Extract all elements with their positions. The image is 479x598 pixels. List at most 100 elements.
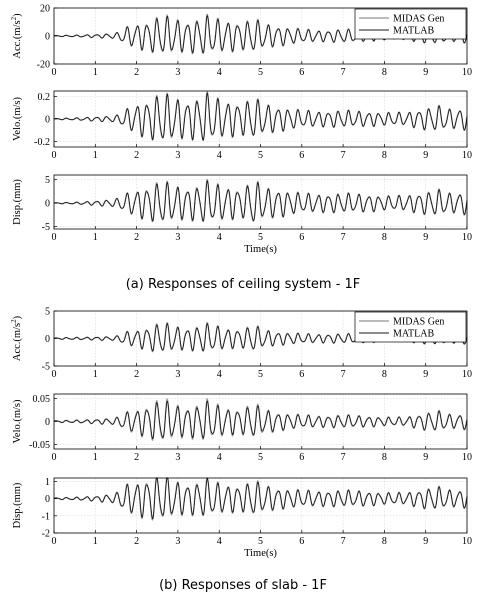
series-matlab-line (53, 92, 468, 141)
x-tick-label: 1 (93, 536, 98, 547)
x-tick-label: 8 (382, 369, 387, 380)
x-tick-label: 0 (52, 150, 57, 161)
x-tick-label: 0 (52, 369, 57, 380)
y-axis-label: Disp.(mm) (12, 179, 23, 225)
legend-entry: MIDAS Gen (393, 317, 444, 328)
y-tick-label: -0.05 (29, 440, 50, 451)
y-axis-label: Disp.(mm) (12, 482, 23, 528)
x-tick-label: 1 (93, 232, 98, 243)
y-axis-label: Velo.(m/s) (12, 399, 23, 444)
y-tick-label: 1 (45, 477, 50, 488)
y-tick-label: 20 (40, 4, 50, 15)
x-tick-label: 9 (423, 232, 428, 243)
y-tick-label: 0 (45, 334, 50, 345)
y-axis-label: Velo.(m/s) (12, 96, 23, 141)
x-tick-label: 10 (462, 369, 472, 380)
x-tick-label: 6 (299, 67, 304, 78)
x-tick-label: 6 (299, 150, 304, 161)
y-tick-label: 0.05 (33, 394, 51, 405)
series-matlab-line (53, 400, 468, 440)
series-matlab-line (53, 180, 468, 222)
x-tick-label: 3 (175, 536, 180, 547)
x-tick-label: 8 (382, 452, 387, 463)
x-tick-label: 7 (341, 452, 346, 463)
y-tick-label: -20 (37, 60, 50, 71)
y-tick-label: 5 (45, 175, 50, 186)
y-tick-label: -5 (42, 222, 50, 233)
y-tick-label: 0 (45, 417, 50, 428)
y-tick-label: -2 (42, 529, 50, 540)
x-tick-label: 3 (175, 452, 180, 463)
x-tick-label: 8 (382, 536, 387, 547)
x-tick-label: 8 (382, 67, 387, 78)
x-tick-label: 6 (299, 369, 304, 380)
x-tick-label: 4 (217, 67, 222, 78)
x-tick-label: 3 (175, 150, 180, 161)
y-tick-label: -1 (42, 511, 50, 522)
x-tick-label: 2 (134, 232, 139, 243)
x-tick-label: 8 (382, 232, 387, 243)
x-tick-label: 1 (93, 369, 98, 380)
x-tick-label: 10 (462, 452, 472, 463)
series-matlab-line (53, 477, 468, 520)
y-tick-label: 5 (45, 307, 50, 318)
y-axis-label: Acc.(m/s2) (10, 13, 23, 59)
x-tick-label: 4 (217, 232, 222, 243)
x-tick-label: 2 (134, 452, 139, 463)
x-tick-label: 5 (258, 67, 263, 78)
x-tick-label: 9 (423, 369, 428, 380)
x-tick-label: 0 (52, 67, 57, 78)
caption-b: (b) Responses of slab - 1F (159, 578, 327, 593)
x-tick-label: 3 (175, 67, 180, 78)
x-tick-label: 3 (175, 369, 180, 380)
y-tick-label: 0.2 (38, 92, 51, 103)
x-tick-label: 2 (134, 369, 139, 380)
y-tick-label: 0 (45, 494, 50, 505)
x-tick-label: 5 (258, 536, 263, 547)
y-tick-label: 0 (45, 115, 50, 126)
x-tick-label: 2 (134, 150, 139, 161)
x-axis-label: Time(s) (244, 548, 277, 559)
legend-entry: MATLAB (393, 26, 434, 37)
y-tick-label: 0 (45, 32, 50, 43)
caption-a: (a) Responses of ceiling system - 1F (126, 277, 361, 292)
x-tick-label: 6 (299, 536, 304, 547)
x-tick-label: 7 (341, 369, 346, 380)
x-tick-label: 4 (217, 150, 222, 161)
x-tick-label: 4 (217, 452, 222, 463)
x-tick-label: 9 (423, 150, 428, 161)
x-tick-label: 3 (175, 232, 180, 243)
x-tick-label: 5 (258, 150, 263, 161)
x-tick-label: 9 (423, 536, 428, 547)
x-axis-label: Time(s) (244, 244, 277, 255)
x-tick-label: 1 (93, 67, 98, 78)
x-tick-label: 9 (423, 67, 428, 78)
x-tick-label: 2 (134, 536, 139, 547)
legend-entry: MATLAB (393, 329, 434, 340)
x-tick-label: 7 (341, 67, 346, 78)
legend-box (354, 8, 467, 40)
y-tick-label: -0.2 (34, 137, 50, 148)
x-tick-label: 10 (462, 232, 472, 243)
x-tick-label: 0 (52, 536, 57, 547)
y-tick-label: 0 (45, 199, 50, 210)
x-tick-label: 4 (217, 369, 222, 380)
x-tick-label: 10 (462, 67, 472, 78)
panel-b-3: 0 1 2 3 4 5 6 7 8 9 10 -2 -1 0 1 Disp.(mm) Time(s) (12, 477, 472, 559)
x-tick-label: 10 (462, 536, 472, 547)
x-tick-label: 1 (93, 150, 98, 161)
x-tick-label: 7 (341, 150, 346, 161)
x-tick-label: 6 (299, 232, 304, 243)
x-tick-label: 9 (423, 452, 428, 463)
legend-entry: MIDAS Gen (393, 14, 444, 25)
x-tick-label: 5 (258, 369, 263, 380)
x-tick-label: 1 (93, 452, 98, 463)
x-tick-label: 7 (341, 232, 346, 243)
